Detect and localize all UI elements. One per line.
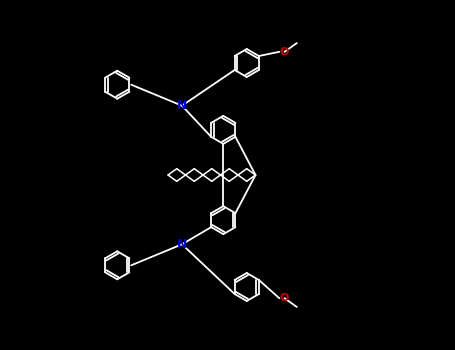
- Text: O: O: [280, 47, 289, 57]
- Text: O: O: [280, 293, 289, 303]
- Text: N: N: [177, 238, 187, 251]
- Text: N: N: [177, 99, 187, 112]
